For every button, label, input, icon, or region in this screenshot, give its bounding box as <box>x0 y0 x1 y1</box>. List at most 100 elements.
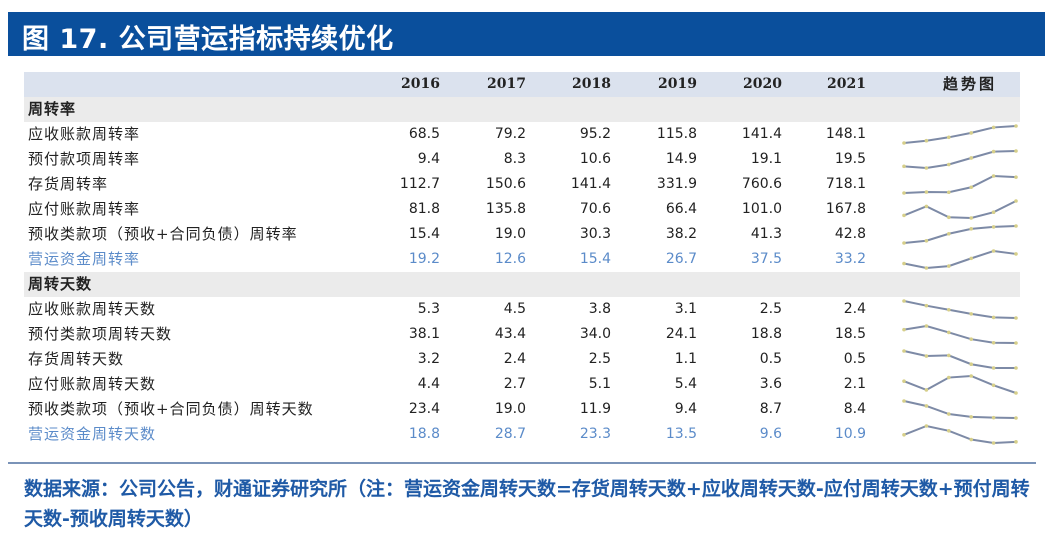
metric-value: 10.6 <box>579 151 611 167</box>
metric-value: 3.8 <box>588 301 611 317</box>
metric-value: 19.1 <box>750 151 782 167</box>
metric-value: 4.5 <box>503 301 526 317</box>
metric-value: 2.5 <box>588 351 611 367</box>
table-row: 营运资金周转率 19.2 12.6 15.4 26.7 37.5 33.2 <box>24 247 1020 272</box>
trend-sparkline-icon <box>902 349 1018 370</box>
section-title: 周转率 <box>28 100 77 118</box>
metric-value: 101.0 <box>741 201 782 217</box>
section-header-row: 周转天数 <box>24 272 1020 297</box>
metric-label: 预付类款项周转天数 <box>28 325 173 343</box>
figure-title: 图 17. 公司营运指标持续优化 <box>22 24 394 55</box>
metric-value: 8.4 <box>843 401 866 417</box>
metric-value: 9.4 <box>674 401 697 417</box>
trend-sparkline-icon <box>902 424 1018 445</box>
metric-value: 1.1 <box>674 351 697 367</box>
table-row: 预付款项周转率 9.4 8.3 10.6 14.9 19.1 19.5 <box>24 147 1020 172</box>
year-header: 2019 <box>658 76 697 92</box>
metric-value: 37.5 <box>750 251 782 267</box>
metric-value: 18.8 <box>750 326 782 342</box>
year-header: 2020 <box>743 76 782 92</box>
metric-value: 95.2 <box>579 126 611 142</box>
figure-title-bar: 图 17. 公司营运指标持续优化 <box>8 12 1045 56</box>
metric-value: 79.2 <box>494 126 526 142</box>
trend-sparkline-icon <box>902 199 1018 220</box>
trend-sparkline-icon <box>902 299 1018 320</box>
metric-value: 34.0 <box>579 326 611 342</box>
metric-value: 9.6 <box>759 426 782 442</box>
metric-value: 135.8 <box>485 201 526 217</box>
metric-value: 8.3 <box>503 151 526 167</box>
metric-value: 2.1 <box>843 376 866 392</box>
metric-label: 应收账款周转天数 <box>28 300 157 318</box>
metric-value: 141.4 <box>741 126 782 142</box>
metric-value: 5.4 <box>674 376 697 392</box>
metric-value: 68.5 <box>408 126 440 142</box>
metric-value: 0.5 <box>843 351 866 367</box>
metric-value: 9.4 <box>417 151 440 167</box>
trend-sparkline-icon <box>902 149 1018 170</box>
metric-label: 预收类款项（预收+合同负债）周转率 <box>28 225 298 243</box>
metric-value: 0.5 <box>759 351 782 367</box>
metric-value: 8.7 <box>759 401 782 417</box>
metric-value: 15.4 <box>579 251 611 267</box>
year-header: 2016 <box>401 76 440 92</box>
metric-value: 19.5 <box>834 151 866 167</box>
year-header: 2017 <box>487 76 526 92</box>
metric-value: 331.9 <box>656 176 697 192</box>
trend-sparkline-icon <box>902 249 1018 270</box>
metric-value: 23.3 <box>579 426 611 442</box>
metric-value: 148.1 <box>825 126 866 142</box>
metric-value: 19.0 <box>494 401 526 417</box>
metric-value: 19.0 <box>494 226 526 242</box>
footnote-divider <box>8 462 1036 464</box>
section-title: 周转天数 <box>28 275 93 293</box>
source-footnote: 数据来源：公司公告，财通证券研究所（注：营运资金周转天数=存货周转天数+应收周转… <box>24 478 1030 530</box>
metric-value: 28.7 <box>494 426 526 442</box>
metric-value: 3.6 <box>759 376 782 392</box>
metric-value: 5.1 <box>588 376 611 392</box>
metric-label: 存货周转率 <box>28 175 109 193</box>
trend-sparkline-icon <box>902 124 1018 145</box>
metric-value: 70.6 <box>579 201 611 217</box>
metric-value: 150.6 <box>485 176 526 192</box>
metric-value: 33.2 <box>834 251 866 267</box>
metric-value: 15.4 <box>408 226 440 242</box>
metric-value: 26.7 <box>665 251 697 267</box>
table-row: 营运资金周转天数 18.8 28.7 23.3 13.5 9.6 10.9 <box>24 422 1020 447</box>
section-header-row: 周转率 <box>24 97 1020 122</box>
metric-value: 2.4 <box>503 351 526 367</box>
operating-metrics-table: 2016 2017 2018 2019 2020 2021 趋势图 周转率应收账… <box>24 72 1020 447</box>
metric-label: 营运资金周转率 <box>28 250 141 268</box>
metric-value: 43.4 <box>494 326 526 342</box>
metric-value: 42.8 <box>834 226 866 242</box>
table-row: 应付账款周转率 81.8 135.8 70.6 66.4 101.0 167.8 <box>24 197 1020 222</box>
metric-value: 2.7 <box>503 376 526 392</box>
metric-value: 718.1 <box>825 176 866 192</box>
metric-value: 24.1 <box>665 326 697 342</box>
metric-value: 18.8 <box>408 426 440 442</box>
table-row: 应收账款周转率 68.5 79.2 95.2 115.8 141.4 148.1 <box>24 122 1020 147</box>
metric-value: 5.3 <box>417 301 440 317</box>
trend-sparkline-icon <box>902 174 1018 195</box>
metric-value: 760.6 <box>741 176 782 192</box>
metric-label: 存货周转天数 <box>28 350 125 368</box>
metric-value: 13.5 <box>665 426 697 442</box>
table-row: 预付类款项周转天数 38.1 43.4 34.0 24.1 18.8 18.5 <box>24 322 1020 347</box>
metric-value: 81.8 <box>408 201 440 217</box>
table-row: 应付账款周转天数 4.4 2.7 5.1 5.4 3.6 2.1 <box>24 372 1020 397</box>
metric-value: 11.9 <box>579 401 611 417</box>
table-header-row: 2016 2017 2018 2019 2020 2021 趋势图 <box>24 72 1020 97</box>
metric-label: 预收类款项（预收+合同负债）周转天数 <box>28 400 314 418</box>
trend-sparkline-icon <box>902 374 1018 395</box>
metric-value: 12.6 <box>494 251 526 267</box>
year-header: 2021 <box>827 76 866 92</box>
metric-value: 3.1 <box>674 301 697 317</box>
metric-value: 23.4 <box>408 401 440 417</box>
metric-value: 167.8 <box>825 201 866 217</box>
metric-value: 3.2 <box>417 351 440 367</box>
trend-sparkline-icon <box>902 324 1018 345</box>
table-row: 存货周转率 112.7 150.6 141.4 331.9 760.6 718.1 <box>24 172 1020 197</box>
metric-label: 应付账款周转率 <box>28 200 141 218</box>
table-row: 应收账款周转天数 5.3 4.5 3.8 3.1 2.5 2.4 <box>24 297 1020 322</box>
year-header: 2018 <box>572 76 611 92</box>
